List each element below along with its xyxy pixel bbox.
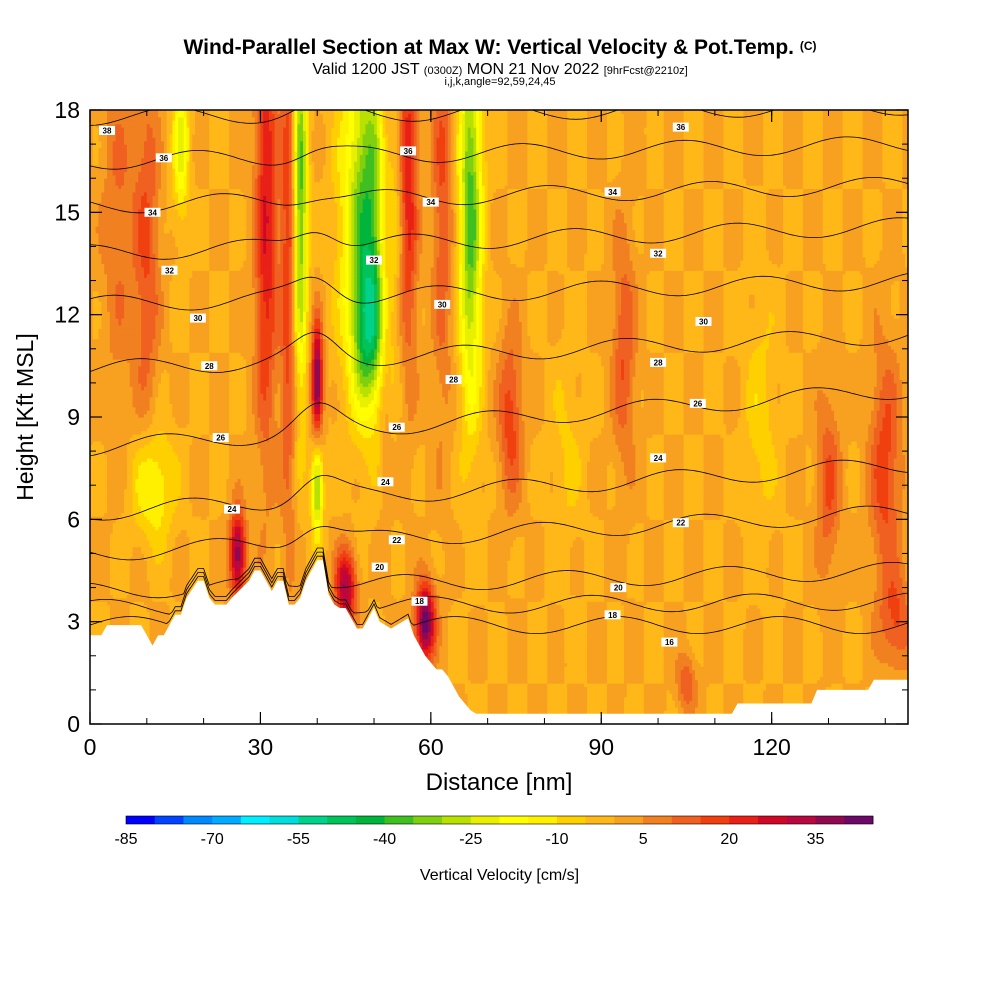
chart-page: Wind-Parallel Section at Max W: Vertical… [0,0,1000,1000]
cross-section-chart: 1618182020222224242426262628282830303032… [0,0,1000,1000]
